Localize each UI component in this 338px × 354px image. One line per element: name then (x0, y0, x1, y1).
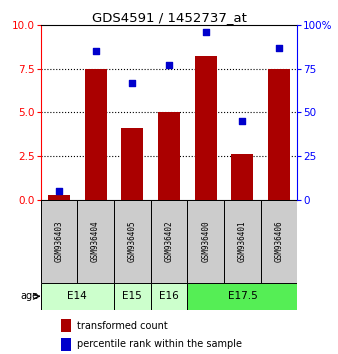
Point (56, 188, 62, 194)
Text: E15: E15 (122, 291, 142, 301)
Bar (84, 69, 106, 200)
Bar (151, 283, 187, 310)
Bar (121, 128, 143, 200)
Bar (232, 154, 254, 200)
Bar (195, 56, 217, 200)
Bar (261, 200, 297, 283)
Bar (61, 319, 71, 332)
Text: GSM936406: GSM936406 (274, 221, 284, 262)
Bar (151, 200, 187, 283)
Text: GSM936400: GSM936400 (201, 221, 210, 262)
Bar (187, 200, 224, 283)
Text: transformed count: transformed count (76, 321, 167, 331)
Bar (61, 338, 71, 350)
Text: percentile rank within the sample: percentile rank within the sample (76, 339, 242, 349)
Text: GSM936405: GSM936405 (128, 221, 137, 262)
Text: E17.5: E17.5 (227, 291, 257, 301)
Point (93, 48, 98, 54)
Bar (41, 283, 114, 310)
Point (129, 80, 135, 85)
Bar (158, 112, 180, 200)
Bar (224, 200, 261, 283)
Bar (114, 200, 151, 283)
Text: GSM936404: GSM936404 (91, 221, 100, 262)
Bar (41, 200, 77, 283)
Text: GSM936401: GSM936401 (238, 221, 247, 262)
Title: GDS4591 / 1452737_at: GDS4591 / 1452737_at (92, 11, 246, 24)
Point (166, 62, 172, 68)
Bar (48, 195, 70, 200)
Text: E14: E14 (67, 291, 87, 301)
Point (276, 45, 282, 50)
Text: E16: E16 (159, 291, 179, 301)
Text: age: age (21, 291, 39, 301)
Text: GSM936402: GSM936402 (165, 221, 173, 262)
Bar (268, 69, 290, 200)
Text: GSM936403: GSM936403 (54, 221, 64, 262)
Point (240, 118, 245, 124)
Bar (187, 283, 297, 310)
Bar (77, 200, 114, 283)
Point (203, 29, 209, 35)
Bar (114, 283, 151, 310)
